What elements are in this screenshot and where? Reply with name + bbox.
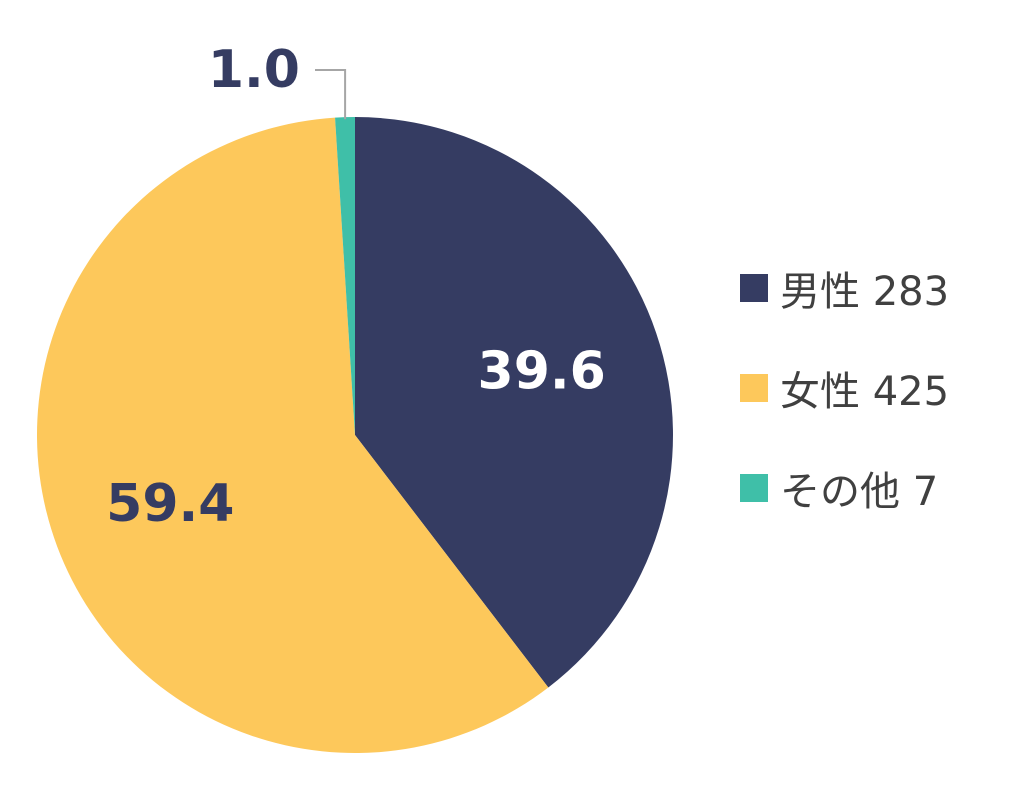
leader-line-other (315, 69, 347, 120)
legend-label-male: 男性 283 (780, 269, 950, 315)
data-label-male: 39.6 (478, 342, 606, 402)
pie-slice-male (355, 117, 673, 688)
legend-label-female: 女性 425 (780, 369, 950, 415)
pie-data-labels: 39.6 59.4 1.0 (106, 40, 606, 534)
pie-slices (36, 117, 673, 754)
legend: 男性 283 女性 425 その他 7 (740, 262, 949, 562)
data-label-other: 1.0 (208, 40, 300, 100)
legend-item-male: 男性 283 (740, 262, 950, 315)
legend-item-other: その他 7 (740, 462, 949, 515)
legend-item-female: 女性 425 (740, 362, 950, 415)
pie-slice-other (335, 117, 355, 435)
legend-swatch-male (740, 274, 768, 302)
legend-swatch-other (740, 474, 768, 502)
legend-label-other: その他 7 (780, 469, 939, 515)
data-label-female: 59.4 (106, 474, 234, 534)
legend-swatch-female (740, 374, 768, 402)
pie-slice-female (36, 117, 549, 754)
